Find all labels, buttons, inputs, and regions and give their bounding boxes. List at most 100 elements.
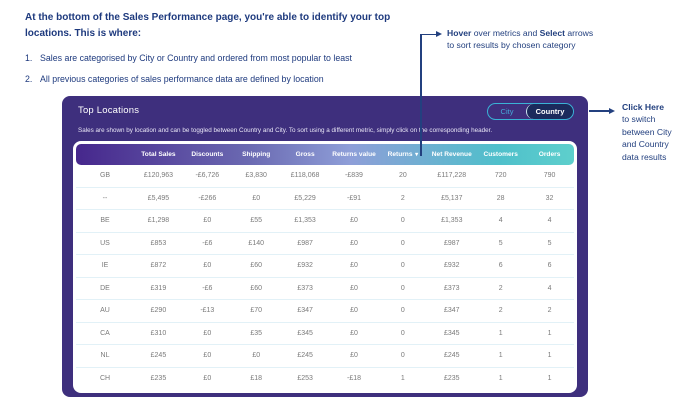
- top-locations-panel: Top Locations City Country Sales are sho…: [62, 96, 588, 397]
- table-row: CH £235 £0 £18 £253 -£18 1 £235 1 1: [76, 368, 574, 391]
- table-cell: -£839: [345, 172, 363, 180]
- column-header-returns-value[interactable]: Returns value: [332, 151, 376, 158]
- table-cell: 1: [547, 375, 552, 383]
- column-header-returns[interactable]: Returns ▾: [387, 151, 419, 158]
- table-cell: £3,830: [245, 172, 267, 180]
- table-cell: 2: [400, 194, 405, 202]
- table-cell: -£266: [198, 194, 217, 202]
- table-cell: 1: [498, 329, 503, 337]
- table-cell: £70: [250, 307, 263, 315]
- arrowhead-icon: [436, 31, 442, 37]
- table-cell: £245: [150, 352, 167, 360]
- table-cell: 0: [400, 239, 405, 247]
- location-code: CH: [99, 375, 111, 383]
- table-cell: 1: [547, 352, 552, 360]
- table-cell: 2: [547, 307, 552, 315]
- column-header-gross[interactable]: Gross: [295, 151, 315, 158]
- table-cell: £253: [297, 375, 313, 383]
- table-cell: £1,353: [294, 217, 316, 225]
- table-cell: £0: [350, 262, 358, 270]
- table-cell: 0: [400, 217, 405, 225]
- table-cell: 28: [496, 194, 505, 202]
- city-country-toggle[interactable]: City Country: [487, 103, 574, 120]
- table-body: GB £120,963 -£6,726 £3,830 £118,068 -£839 20 £1…: [76, 165, 574, 390]
- list-number: 2.: [25, 74, 33, 84]
- toggle-city-button[interactable]: City: [500, 107, 514, 116]
- table-cell: -£6,726: [195, 172, 220, 180]
- table-cell: 2: [498, 307, 503, 315]
- table-cell: £5,229: [294, 194, 316, 202]
- table-cell: £60: [250, 284, 263, 292]
- table-cell: 720: [494, 172, 507, 180]
- table-cell: 6: [498, 262, 503, 270]
- locations-table: Total Sales Discounts Shipping Gross Returns…: [73, 141, 577, 393]
- hover-annotation-note: Hover over metrics and Select arrows to …: [447, 27, 619, 52]
- table-cell: £1,353: [441, 217, 463, 225]
- table-cell: 4: [547, 217, 552, 225]
- table-cell: £347: [443, 307, 460, 315]
- table-cell: £310: [150, 329, 167, 337]
- table-cell: £1,298: [147, 217, 170, 225]
- table-header-row[interactable]: Total Sales Discounts Shipping Gross Returns…: [76, 144, 574, 165]
- click-here-text: between City: [622, 126, 672, 137]
- table-cell: £0: [350, 352, 358, 360]
- location-code: US: [100, 239, 110, 247]
- location-code: NL: [100, 352, 110, 360]
- click-here-text: and Country: [622, 139, 669, 150]
- table-cell: £140: [248, 239, 264, 247]
- toggle-country-button[interactable]: Country: [526, 104, 573, 119]
- intro-heading: At the bottom of the Sales Performance p…: [25, 12, 391, 39]
- location-code: IE: [101, 262, 109, 270]
- table-cell: -£13: [200, 307, 215, 315]
- table-cell: 0: [400, 307, 405, 315]
- column-header-orders[interactable]: Orders: [538, 151, 561, 158]
- column-header-discounts[interactable]: Discounts: [191, 151, 224, 158]
- table-cell: -£6: [202, 284, 213, 292]
- table-cell: £932: [443, 262, 460, 270]
- column-header-net-revenue[interactable]: Net Revenue: [431, 151, 472, 158]
- table-row: CA £310 £0 £35 £345 £0 0 £345 1 1: [76, 323, 574, 345]
- table-cell: £0: [350, 217, 358, 225]
- column-header-shipping[interactable]: Shipping: [242, 151, 271, 158]
- list-item: 2. All previous categories of sales perf…: [25, 74, 324, 84]
- table-cell: 2: [498, 284, 503, 292]
- panel-title: Top Locations: [78, 105, 140, 116]
- table-cell: 1: [498, 352, 503, 360]
- table-row: US £853 -£6 £140 £987 £0 0 £987 5 5: [76, 233, 574, 255]
- table-cell: 1: [498, 375, 503, 383]
- table-row: GB £120,963 -£6,726 £3,830 £118,068 -£839 20 £1…: [76, 165, 574, 188]
- sort-arrow-icon[interactable]: ▾: [413, 152, 419, 158]
- table-row: DE £319 -£6 £60 £373 £0 0 £373 2 4: [76, 278, 574, 300]
- table-row: IE £872 £0 £60 £932 £0 0 £932 6 6: [76, 255, 574, 278]
- table-cell: £55: [250, 217, 263, 225]
- click-here-note: Click Here to switch between City and Co…: [622, 101, 688, 163]
- table-cell: £0: [203, 329, 212, 337]
- table-cell: 5: [547, 239, 552, 247]
- table-cell: £235: [150, 375, 167, 383]
- table-cell: £120,963: [143, 172, 174, 180]
- location-code: DE: [100, 284, 110, 292]
- table-cell: £0: [203, 375, 212, 383]
- table-cell: £245: [443, 352, 460, 360]
- table-cell: £0: [252, 352, 261, 360]
- table-cell: -£91: [346, 194, 361, 202]
- panel-subtitle: Sales are shown by location and can be t…: [78, 127, 493, 134]
- table-cell: £117,228: [437, 172, 467, 180]
- click-here-text: data results: [622, 151, 667, 162]
- table-cell: 0: [400, 352, 405, 360]
- table-cell: 790: [543, 172, 556, 180]
- column-header-customers[interactable]: Customers: [483, 151, 518, 158]
- hover-text: over metrics and: [471, 28, 540, 38]
- column-header-total-sales[interactable]: Total Sales: [141, 151, 176, 158]
- table-cell: £319: [150, 284, 167, 292]
- table-row: BE £1,298 £0 £55 £1,353 £0 0 £1,353 4 4: [76, 210, 574, 233]
- table-row: AU £290 -£13 £70 £347 £0 0 £347 2 2: [76, 300, 574, 323]
- table-cell: £853: [150, 239, 167, 247]
- table-cell: £0: [203, 352, 212, 360]
- location-code: --: [102, 194, 108, 202]
- table-cell: £0: [350, 307, 358, 315]
- table-cell: £345: [297, 329, 313, 337]
- table-cell: £5,495: [147, 194, 170, 202]
- table-cell: £0: [252, 194, 261, 202]
- table-cell: 6: [547, 262, 552, 270]
